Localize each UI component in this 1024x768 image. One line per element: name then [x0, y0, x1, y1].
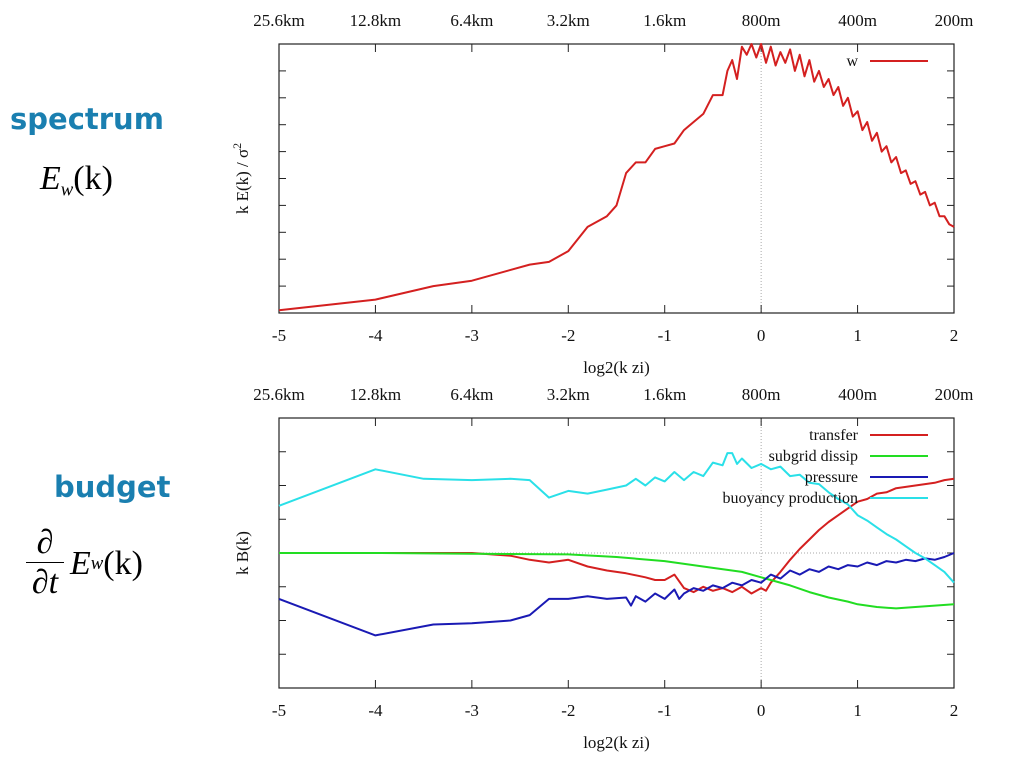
x-tick-label: 2 [950, 326, 959, 345]
x-tick-label: 0 [757, 326, 766, 345]
top-tick-label: 400m [838, 11, 877, 30]
x-tick-label: 1 [853, 701, 862, 720]
x-tick-label: 0 [757, 701, 766, 720]
x-axis-label: log2(k zi) [583, 733, 650, 752]
formula-arg: (k) [103, 544, 143, 582]
y-axis-label-superscript: 2 [230, 143, 244, 149]
top-tick-label: 1.6km [643, 385, 686, 404]
legend-label: subgrid dissip [769, 448, 858, 465]
partial-fraction: ∂ ∂t [26, 524, 64, 603]
x-tick-label: -4 [368, 701, 383, 720]
spectrum-heading: spectrum [10, 102, 164, 136]
top-tick-label: 800m [742, 11, 781, 30]
x-tick-label: -2 [561, 701, 575, 720]
top-tick-label: 25.6km [253, 385, 304, 404]
spectrum-formula: Ew(k) [40, 160, 113, 202]
x-tick-label: -1 [658, 701, 672, 720]
legend-label: buoyancy production [722, 490, 858, 507]
legend-label: transfer [809, 427, 859, 444]
formula-e: E [40, 160, 61, 197]
fraction-denominator: ∂t [31, 564, 59, 601]
x-tick-label: -3 [465, 701, 479, 720]
legend-label: pressure [805, 469, 858, 486]
series-line-w [278, 43, 955, 312]
top-tick-label: 6.4km [450, 11, 493, 30]
top-tick-label: 12.8km [350, 11, 401, 30]
series-line-buoyancy-production [278, 452, 955, 584]
fraction-bar [26, 562, 64, 563]
x-tick-label: -5 [272, 701, 286, 720]
formula-sub: w [60, 179, 74, 201]
top-tick-label: 400m [838, 385, 877, 404]
x-tick-label: -2 [561, 326, 575, 345]
x-tick-label: -5 [272, 326, 286, 345]
x-tick-label: -4 [368, 326, 383, 345]
y-axis-label: k B(k) [233, 531, 252, 575]
fraction-numerator: ∂ [36, 524, 54, 561]
x-tick-label: 2 [950, 701, 959, 720]
formula-sub: w [90, 552, 104, 574]
formula-e: E [70, 544, 91, 582]
top-tick-label: 1.6km [643, 11, 686, 30]
top-tick-label: 25.6km [253, 11, 304, 30]
budget-heading: budget [54, 470, 171, 504]
top-tick-label: 800m [742, 385, 781, 404]
series-line-pressure [278, 552, 955, 637]
y-axis-label: k E(k) / σ2 [230, 143, 252, 214]
x-axis-label: log2(k zi) [583, 358, 650, 377]
x-tick-label: -1 [658, 326, 672, 345]
legend-label: w [846, 53, 858, 70]
top-tick-label: 12.8km [350, 385, 401, 404]
series-line-transfer [279, 477, 955, 595]
x-tick-label: 1 [853, 326, 862, 345]
top-tick-label: 3.2km [547, 385, 590, 404]
plot-frame [278, 43, 955, 314]
top-tick-label: 200m [935, 11, 974, 30]
x-tick-label: -3 [465, 326, 479, 345]
top-tick-label: 200m [935, 385, 974, 404]
top-tick-label: 3.2km [547, 11, 590, 30]
formula-arg: (k) [73, 160, 113, 197]
top-tick-label: 6.4km [450, 385, 493, 404]
series-line-subgrid-dissip [279, 552, 955, 610]
